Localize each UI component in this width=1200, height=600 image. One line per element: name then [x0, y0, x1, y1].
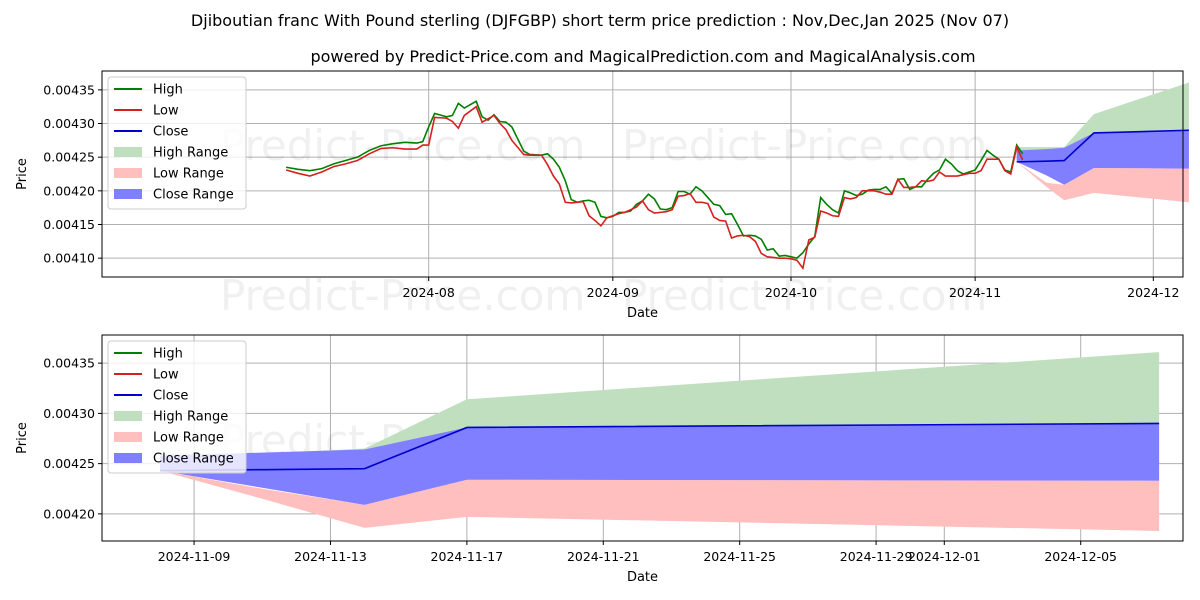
watermark: Predict-Price.com	[622, 271, 987, 320]
legend-swatch-patch	[114, 432, 142, 442]
chart-title: Djiboutian franc With Pound sterling (DJ…	[191, 11, 1009, 30]
x-tick-label: 2024-08	[403, 285, 455, 300]
low-range-band	[159, 470, 1160, 531]
legend-swatch-patch	[114, 189, 142, 199]
legend-label: Close	[153, 125, 188, 140]
chart-subtitle: powered by Predict-Price.com and Magical…	[310, 47, 975, 66]
legend-swatch-patch	[114, 453, 142, 463]
legend-box	[107, 76, 247, 210]
x-tick-label: 2024-12-05	[1044, 549, 1117, 564]
legend: High Low Close High Range Low Range Close Ran…	[107, 340, 247, 474]
x-tick-label: 2024-11-17	[431, 549, 504, 564]
legend-label: Close	[153, 389, 188, 404]
legend-swatch-patch	[114, 147, 142, 157]
y-tick-label: 0.00420	[43, 183, 95, 198]
close-series-line	[1016, 129, 1189, 163]
y-tick-label: 0.00425	[43, 150, 95, 165]
x-tick-label: 2024-10	[765, 285, 817, 300]
plot-frame	[101, 70, 1184, 278]
x-tick-label: 2024-11-09	[158, 549, 231, 564]
x-tick-label: 2024-11-21	[567, 549, 640, 564]
legend-swatch-patch	[114, 168, 142, 178]
legend-box	[107, 340, 247, 474]
watermark: Predict-Price.com	[220, 271, 585, 320]
low-series-line	[285, 105, 1024, 271]
x-axis-label: Date	[627, 570, 658, 585]
legend-label: Close Range	[153, 452, 234, 467]
x-tick-label: 2024-11-29	[840, 549, 913, 564]
y-axis-label: Price	[15, 158, 30, 190]
legend: High Low Close High Range Low Range Close Ran…	[107, 76, 247, 210]
legend-label: High	[153, 347, 183, 362]
watermark: Predict-Price.com	[622, 121, 987, 170]
x-tick-label: 2024-12	[1127, 285, 1179, 300]
x-axis-label: Date	[627, 306, 658, 321]
legend-label: Low Range	[153, 167, 224, 182]
x-tick-label: 2024-11	[949, 285, 1001, 300]
y-tick-label: 0.00435	[43, 82, 95, 97]
y-tick-label: 0.00420	[43, 506, 95, 521]
y-tick-label: 0.00430	[43, 406, 95, 421]
y-tick-label: 0.00415	[43, 217, 95, 232]
legend-label: High Range	[153, 410, 228, 425]
legend-label: High Range	[153, 146, 228, 161]
plot-frame	[101, 334, 1184, 542]
x-tick-label: 2024-11-13	[294, 549, 367, 564]
legend-label: Close Range	[153, 188, 234, 203]
x-tick-label: 2024-12-01	[908, 549, 981, 564]
high-range-band	[1016, 82, 1189, 162]
legend-label: Low Range	[153, 431, 224, 446]
watermark: Predict-Price.com	[220, 121, 585, 170]
y-tick-label: 0.00430	[43, 116, 95, 131]
legend-label: Low	[153, 368, 179, 383]
y-tick-label: 0.00435	[43, 356, 95, 371]
y-axis-label: Price	[15, 422, 30, 454]
x-tick-label: 2024-11-25	[703, 549, 776, 564]
bottom-panel: 2024-11-09 2024-11-13 2024-11-17 2024-11-21…	[15, 334, 1184, 585]
legend-label: Low	[153, 104, 179, 119]
close-range-band	[1016, 130, 1189, 185]
y-tick-label: 0.00410	[43, 251, 95, 266]
x-tick-label: 2024-09	[587, 285, 639, 300]
y-tick-label: 0.00425	[43, 456, 95, 471]
top-panel: 2024-08 2024-09 2024-10 2024-11 2024-12 0.004…	[15, 70, 1189, 321]
close-range-band	[159, 423, 1160, 505]
legend-label: High	[153, 83, 183, 98]
low-range-band	[1016, 161, 1189, 203]
legend-swatch-patch	[114, 411, 142, 421]
